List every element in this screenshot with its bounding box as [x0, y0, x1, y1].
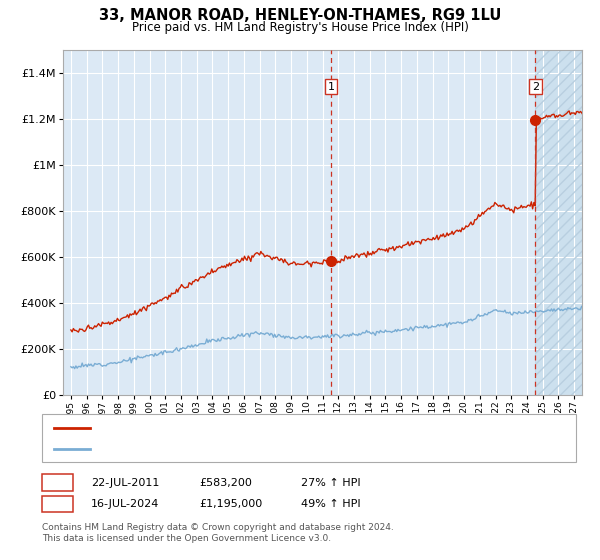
Text: 2: 2	[54, 497, 61, 511]
Bar	[535, 50, 598, 395]
Text: 2: 2	[532, 82, 539, 92]
Text: 49% ↑ HPI: 49% ↑ HPI	[301, 499, 361, 509]
Text: 1: 1	[328, 82, 334, 92]
Text: £583,200: £583,200	[199, 478, 252, 488]
Text: HPI: Average price, detached house, South Oxfordshire: HPI: Average price, detached house, Sout…	[96, 444, 383, 454]
Text: 33, MANOR ROAD, HENLEY-ON-THAMES, RG9 1LU: 33, MANOR ROAD, HENLEY-ON-THAMES, RG9 1L…	[99, 8, 501, 24]
Text: 1: 1	[54, 476, 61, 489]
Text: Price paid vs. HM Land Registry's House Price Index (HPI): Price paid vs. HM Land Registry's House …	[131, 21, 469, 34]
Bar	[535, 50, 598, 395]
Text: £1,195,000: £1,195,000	[199, 499, 262, 509]
Text: 27% ↑ HPI: 27% ↑ HPI	[301, 478, 361, 488]
Text: 16-JUL-2024: 16-JUL-2024	[91, 499, 160, 509]
Text: 22-JUL-2011: 22-JUL-2011	[91, 478, 160, 488]
Text: 33, MANOR ROAD, HENLEY-ON-THAMES, RG9 1LU (detached house): 33, MANOR ROAD, HENLEY-ON-THAMES, RG9 1L…	[96, 423, 446, 433]
Text: This data is licensed under the Open Government Licence v3.0.: This data is licensed under the Open Gov…	[42, 534, 331, 543]
Text: Contains HM Land Registry data © Crown copyright and database right 2024.: Contains HM Land Registry data © Crown c…	[42, 523, 394, 532]
